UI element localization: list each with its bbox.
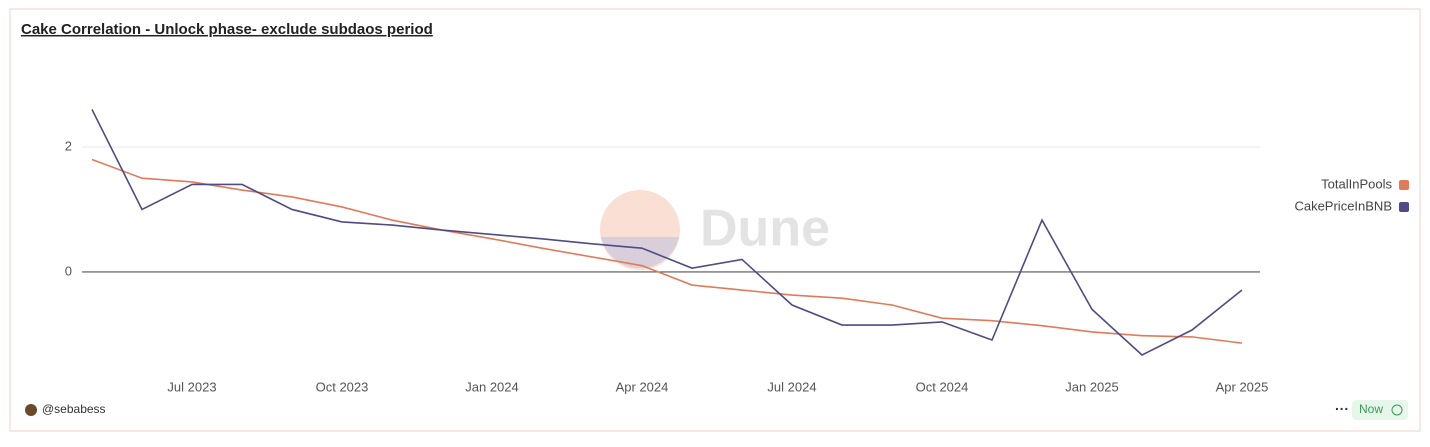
x-tick-label: Oct 2024 [916, 379, 969, 394]
legend-label: CakePriceInBNB [1294, 198, 1392, 213]
avatar [25, 404, 37, 416]
legend-swatch [1399, 180, 1409, 190]
x-tick-label: Apr 2025 [1216, 379, 1269, 394]
status-badge [1352, 400, 1408, 420]
x-tick-label: Jan 2024 [465, 379, 519, 394]
x-tick-label: Jul 2024 [767, 379, 816, 394]
x-tick-label: Oct 2023 [316, 379, 369, 394]
x-tick-label: Jul 2023 [167, 379, 216, 394]
author[interactable]: @sebabess [42, 402, 106, 416]
chart-title[interactable]: Cake Correlation - Unlock phase- exclude… [21, 21, 433, 38]
x-tick-label: Apr 2024 [616, 379, 669, 394]
watermark-logo-lower [601, 237, 679, 269]
y-tick-label: 2 [65, 138, 72, 153]
legend-swatch [1399, 202, 1409, 212]
card [9, 8, 1421, 432]
series-line [91, 109, 1243, 356]
legend-label: TotalInPools [1321, 176, 1392, 191]
y-tick-label: 0 [65, 263, 72, 278]
x-tick-label: Jan 2025 [1065, 379, 1119, 394]
menu-dots[interactable]: ··· [1335, 401, 1349, 417]
status-icon [1391, 404, 1403, 416]
series-line [91, 158, 1243, 344]
status: Now [1359, 402, 1383, 416]
watermark: Dune [700, 200, 830, 258]
